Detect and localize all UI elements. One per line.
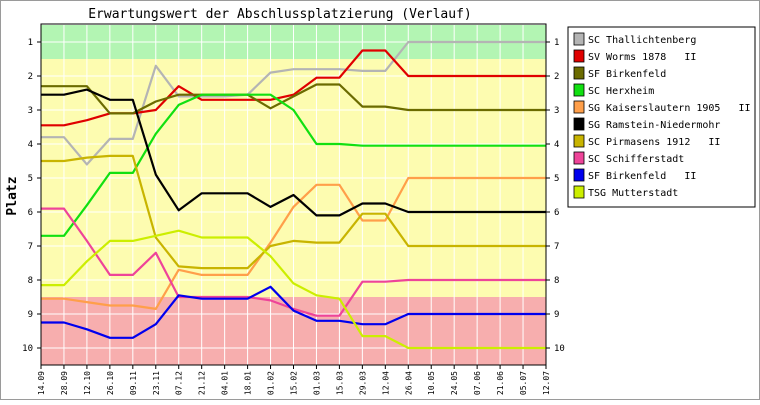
y-tick-label-right: 1 bbox=[554, 38, 559, 48]
legend-label: SC Herxheim bbox=[588, 86, 654, 97]
legend-label: SC Schifferstadt bbox=[588, 154, 684, 165]
y-tick-label-right: 2 bbox=[554, 72, 559, 82]
series-line-8 bbox=[41, 207, 546, 317]
y-tick-label-left: 7 bbox=[28, 242, 33, 252]
x-tick-label: 01.03 bbox=[313, 371, 322, 395]
series-lines bbox=[41, 40, 546, 350]
legend-label: SF Birkenfeld II bbox=[588, 171, 696, 182]
series-line-6 bbox=[41, 88, 546, 217]
legend-swatch-10 bbox=[573, 185, 585, 199]
x-tick-label: 12.10 bbox=[83, 371, 92, 395]
legend-swatch-7 bbox=[573, 134, 585, 148]
x-tick-label: 09.11 bbox=[129, 371, 138, 395]
series-line-10 bbox=[41, 229, 546, 350]
x-axis: 14.09 28.09 12.10 26.10 09.11 23.11 07.12 21.12… bbox=[37, 365, 551, 395]
series-line-9 bbox=[41, 285, 546, 339]
x-tick-label: 10.05 bbox=[427, 371, 436, 395]
x-tick-label: 28.09 bbox=[60, 371, 69, 395]
legend-swatch-6 bbox=[573, 117, 585, 131]
y-tick-label-right: 4 bbox=[554, 140, 559, 150]
x-tick-label: 07.12 bbox=[175, 371, 184, 395]
x-tick-label: 12.04 bbox=[381, 371, 390, 395]
series-line-3 bbox=[41, 83, 546, 115]
y-tick-label-left: 9 bbox=[28, 310, 33, 320]
legend-swatch-1 bbox=[573, 32, 585, 46]
legend-label: SG Ramstein-Niedermohr bbox=[588, 120, 720, 131]
x-tick-label: 15.03 bbox=[335, 371, 344, 395]
x-tick-label: 14.09 bbox=[37, 371, 46, 395]
legend-label: SC Pirmasens 1912 II bbox=[588, 137, 720, 148]
x-tick-label: 29.03 bbox=[358, 371, 367, 395]
x-tick-label: 07.06 bbox=[473, 371, 482, 395]
y-tick-label-left: 4 bbox=[28, 140, 33, 150]
series-line-5 bbox=[41, 176, 546, 310]
legend-label: SG Kaiserslautern 1905 II bbox=[588, 103, 751, 114]
x-tick-label: 21.06 bbox=[496, 371, 505, 395]
series-line-4 bbox=[41, 93, 546, 237]
x-tick-label: 12.07 bbox=[542, 371, 551, 395]
x-tick-label: 04.01 bbox=[221, 371, 230, 395]
x-tick-label: 15.02 bbox=[290, 371, 299, 395]
x-tick-label: 23.11 bbox=[152, 371, 161, 395]
legend-label: TSG Mutterstadt bbox=[588, 188, 678, 199]
y-tick-label-left: 1 bbox=[28, 38, 33, 48]
legend-swatch-8 bbox=[573, 151, 585, 165]
x-tick-label: 26.10 bbox=[106, 371, 115, 395]
y-tick-label-right: 10 bbox=[554, 344, 565, 354]
legend-box bbox=[567, 26, 756, 208]
series-line-7 bbox=[41, 154, 546, 270]
y-axis-left: 1 2 3 4 5 6 7 8 9 10 bbox=[22, 38, 41, 354]
y-tick-label-right: 6 bbox=[554, 208, 559, 218]
legend-swatch-5 bbox=[573, 100, 585, 114]
legend-swatch-2 bbox=[573, 49, 585, 63]
y-tick-label-left: 6 bbox=[28, 208, 33, 218]
y-tick-label-right: 9 bbox=[554, 310, 559, 320]
x-tick-label: 21.12 bbox=[198, 371, 207, 395]
legend: SC Thallichtenberg SV Worms 1878 II SF Bir… bbox=[567, 26, 756, 208]
y-tick-label-right: 5 bbox=[554, 174, 559, 184]
y-tick-label-left: 10 bbox=[22, 344, 33, 354]
legend-swatch-4 bbox=[573, 83, 585, 97]
y-axis-label: Platz bbox=[5, 176, 20, 215]
legend-swatch-3 bbox=[573, 66, 585, 80]
y-tick-label-right: 3 bbox=[554, 106, 559, 116]
y-tick-label-right: 8 bbox=[554, 276, 559, 286]
legend-swatch-9 bbox=[573, 168, 585, 182]
x-tick-label: 05.07 bbox=[519, 371, 528, 395]
legend-label: SV Worms 1878 II bbox=[588, 52, 696, 63]
legend-label: SF Birkenfeld bbox=[588, 69, 666, 80]
x-tick-label: 18.01 bbox=[244, 371, 253, 395]
y-tick-label-left: 2 bbox=[28, 72, 33, 82]
series-line-1 bbox=[41, 40, 546, 166]
legend-label: SC Thallichtenberg bbox=[588, 35, 696, 46]
y-axis-right: 1 2 3 4 5 6 7 8 9 10 bbox=[546, 38, 565, 354]
y-tick-label-left: 8 bbox=[28, 276, 33, 286]
y-tick-label-left: 5 bbox=[28, 174, 33, 184]
x-tick-label: 24.05 bbox=[450, 371, 459, 395]
x-tick-label: 01.02 bbox=[267, 371, 276, 395]
chart-title: Erwartungswert der Abschlussplatzierung … bbox=[88, 7, 472, 22]
y-tick-label-right: 7 bbox=[554, 242, 559, 252]
x-tick-label: 26.04 bbox=[404, 371, 413, 395]
y-tick-label-left: 3 bbox=[28, 106, 33, 116]
